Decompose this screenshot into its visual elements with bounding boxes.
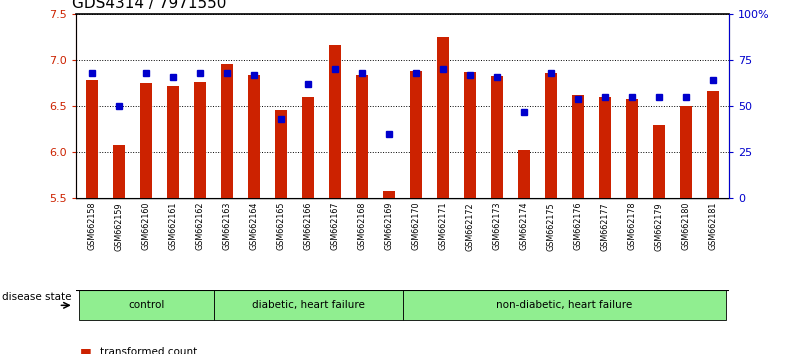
Bar: [626, 99, 638, 198]
Bar: [248, 75, 260, 198]
Bar: [491, 76, 503, 198]
Text: GSM662181: GSM662181: [708, 202, 717, 250]
Bar: [706, 91, 718, 198]
Text: GSM662169: GSM662169: [384, 202, 393, 250]
Bar: [140, 83, 152, 198]
Text: GSM662167: GSM662167: [331, 202, 340, 250]
Bar: [437, 37, 449, 198]
Bar: [87, 80, 99, 198]
Text: GDS4314 / 7971550: GDS4314 / 7971550: [72, 0, 227, 11]
Bar: [329, 45, 341, 198]
Bar: [653, 125, 665, 198]
Text: GSM662160: GSM662160: [142, 202, 151, 250]
Bar: [680, 106, 692, 198]
Text: GSM662179: GSM662179: [654, 202, 663, 251]
Text: diabetic, heart failure: diabetic, heart failure: [252, 300, 364, 310]
Bar: [167, 86, 179, 198]
Text: ■: ■: [80, 346, 92, 354]
Bar: [221, 64, 233, 198]
Text: GSM662180: GSM662180: [681, 202, 690, 250]
Text: GSM662166: GSM662166: [304, 202, 312, 250]
Bar: [464, 72, 476, 198]
Text: GSM662161: GSM662161: [169, 202, 178, 250]
Bar: [545, 73, 557, 198]
Bar: [302, 97, 314, 198]
Text: GSM662168: GSM662168: [357, 202, 367, 250]
Text: GSM662158: GSM662158: [88, 202, 97, 250]
Text: GSM662163: GSM662163: [223, 202, 231, 250]
Text: GSM662159: GSM662159: [115, 202, 124, 251]
Bar: [599, 97, 611, 198]
Bar: [517, 150, 530, 198]
Text: GSM662170: GSM662170: [412, 202, 421, 250]
Text: GSM662178: GSM662178: [627, 202, 636, 250]
Text: GSM662164: GSM662164: [250, 202, 259, 250]
Text: transformed count: transformed count: [100, 347, 197, 354]
Text: GSM662176: GSM662176: [574, 202, 582, 250]
Text: GSM662162: GSM662162: [195, 202, 205, 250]
Text: control: control: [128, 300, 164, 310]
Text: GSM662165: GSM662165: [276, 202, 286, 250]
Bar: [194, 82, 206, 198]
Text: GSM662173: GSM662173: [493, 202, 501, 250]
Text: non-diabetic, heart failure: non-diabetic, heart failure: [497, 300, 633, 310]
Bar: [275, 110, 288, 198]
Bar: [214, 290, 402, 320]
Bar: [383, 191, 395, 198]
Bar: [402, 290, 727, 320]
Text: GSM662174: GSM662174: [519, 202, 529, 250]
Text: GSM662175: GSM662175: [546, 202, 555, 251]
Bar: [113, 145, 125, 198]
Bar: [78, 290, 214, 320]
Text: GSM662171: GSM662171: [438, 202, 448, 250]
Text: GSM662172: GSM662172: [465, 202, 474, 251]
Bar: [572, 95, 584, 198]
Bar: [356, 75, 368, 198]
Bar: [410, 71, 422, 198]
Text: GSM662177: GSM662177: [600, 202, 610, 251]
Text: disease state: disease state: [2, 292, 71, 302]
